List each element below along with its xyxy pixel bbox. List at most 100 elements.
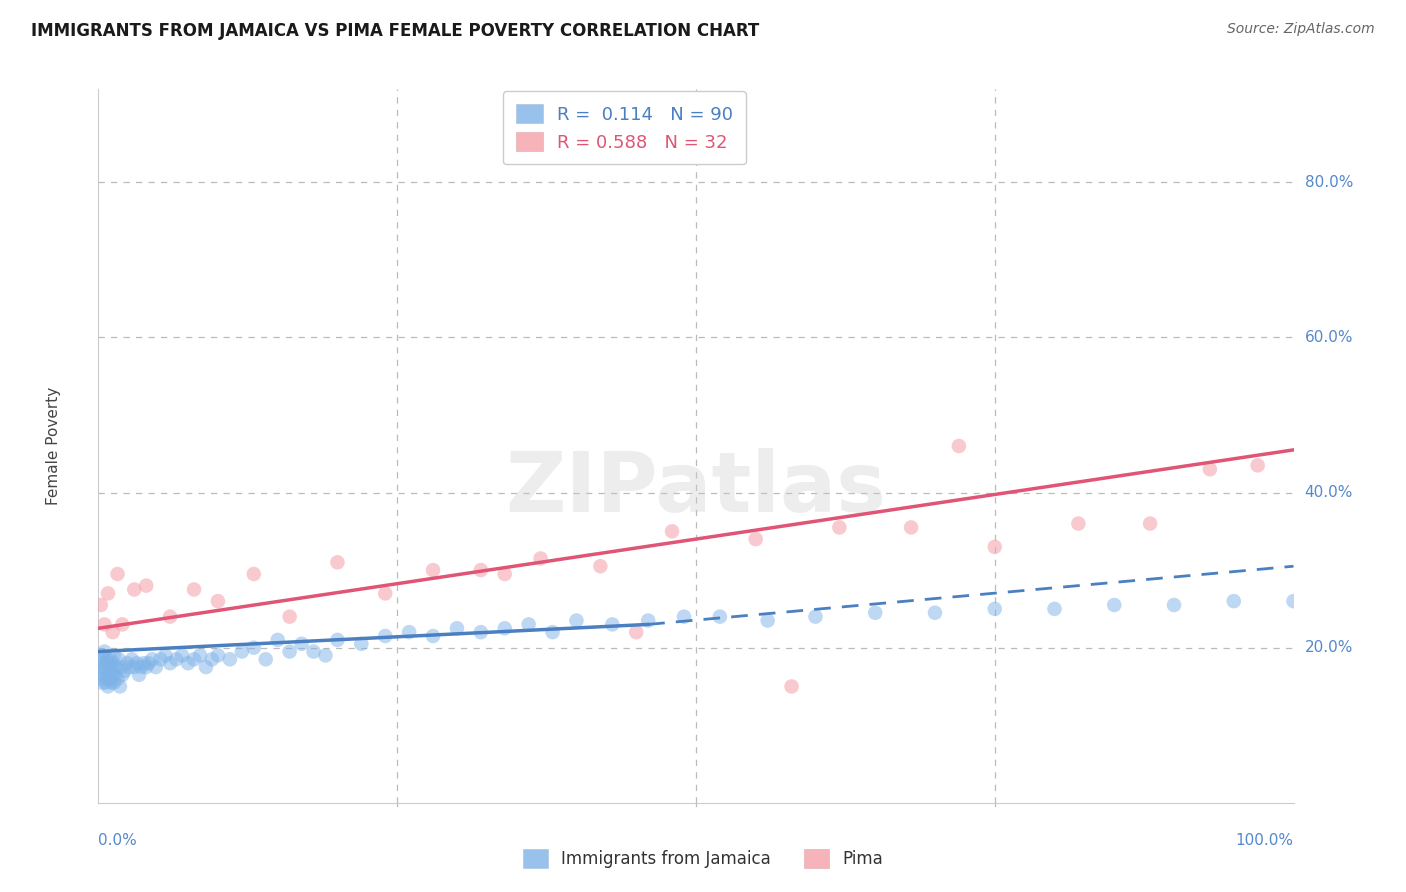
Point (177, 656, 200, 670)
Point (243, 640, 266, 655)
Point (315, 648, 337, 663)
Point (398, 625, 420, 640)
Point (94, 675, 117, 690)
Point (517, 617, 540, 632)
Point (90, 598, 112, 612)
Point (188, 648, 211, 663)
Point (1139, 516, 1161, 531)
Point (128, 668, 150, 682)
Point (97, 586, 120, 600)
Point (673, 609, 696, 624)
Point (374, 586, 396, 600)
Point (195, 660, 218, 674)
Point (131, 660, 153, 674)
Point (201, 652, 224, 666)
Point (589, 559, 612, 574)
Point (89, 660, 111, 674)
Point (124, 660, 146, 674)
Point (374, 629, 396, 643)
Point (291, 637, 314, 651)
Point (135, 579, 157, 593)
Point (105, 660, 128, 674)
Point (422, 629, 444, 643)
Point (100, 660, 122, 674)
Point (219, 652, 242, 666)
Point (828, 520, 851, 534)
Point (97, 656, 120, 670)
Point (93, 617, 115, 632)
Text: 0.0%: 0.0% (98, 833, 138, 848)
Point (132, 656, 155, 670)
Point (900, 520, 922, 534)
Point (118, 660, 141, 674)
Point (530, 551, 553, 566)
Text: 40.0%: 40.0% (1305, 485, 1353, 500)
Point (254, 652, 277, 666)
Point (637, 614, 659, 628)
Point (91, 648, 114, 663)
Point (1247, 458, 1270, 473)
Point (984, 540, 1007, 554)
Point (494, 621, 516, 635)
Point (124, 582, 146, 597)
Point (626, 625, 648, 640)
Point (326, 555, 349, 569)
Point (1104, 598, 1126, 612)
Point (111, 668, 134, 682)
Point (541, 625, 564, 640)
Point (984, 602, 1007, 616)
Point (183, 652, 205, 666)
Point (183, 582, 205, 597)
Point (138, 656, 160, 670)
Point (100, 675, 122, 690)
Point (91, 675, 114, 690)
Point (115, 656, 138, 670)
Point (756, 614, 779, 628)
Point (804, 609, 827, 624)
Point (98, 668, 121, 682)
Point (114, 664, 136, 678)
Point (470, 563, 492, 577)
Text: 80.0%: 80.0% (1305, 175, 1353, 190)
Point (93, 664, 115, 678)
Point (101, 625, 124, 640)
Point (207, 648, 229, 663)
Point (107, 566, 129, 581)
Point (302, 644, 325, 658)
Point (94, 660, 117, 674)
Point (103, 648, 125, 663)
Point (97, 680, 120, 694)
Point (90, 672, 112, 686)
Point (350, 637, 373, 651)
Point (121, 652, 143, 666)
Point (1282, 594, 1305, 608)
Point (107, 672, 129, 686)
Point (865, 606, 887, 620)
Point (91, 668, 114, 682)
Text: ZIPatlas: ZIPatlas (506, 449, 886, 529)
Point (1199, 462, 1222, 476)
Point (267, 632, 290, 647)
Point (661, 524, 683, 539)
Point (709, 609, 731, 624)
Point (165, 652, 187, 666)
Point (111, 617, 134, 632)
Point (446, 621, 468, 635)
Point (145, 660, 167, 674)
Point (96, 672, 118, 686)
Point (110, 660, 132, 674)
Text: 20.0%: 20.0% (1305, 640, 1353, 655)
Point (159, 609, 181, 624)
Point (326, 632, 349, 647)
Point (278, 644, 301, 658)
Text: 100.0%: 100.0% (1236, 833, 1294, 848)
Point (107, 652, 129, 666)
Point (780, 680, 803, 694)
Point (243, 566, 266, 581)
Point (93, 644, 115, 658)
Point (422, 563, 444, 577)
Legend: R =  0.114   N = 90, R = 0.588   N = 32: R = 0.114 N = 90, R = 0.588 N = 32 (503, 91, 745, 164)
Point (101, 668, 124, 682)
Point (1043, 602, 1066, 616)
Point (207, 594, 229, 608)
